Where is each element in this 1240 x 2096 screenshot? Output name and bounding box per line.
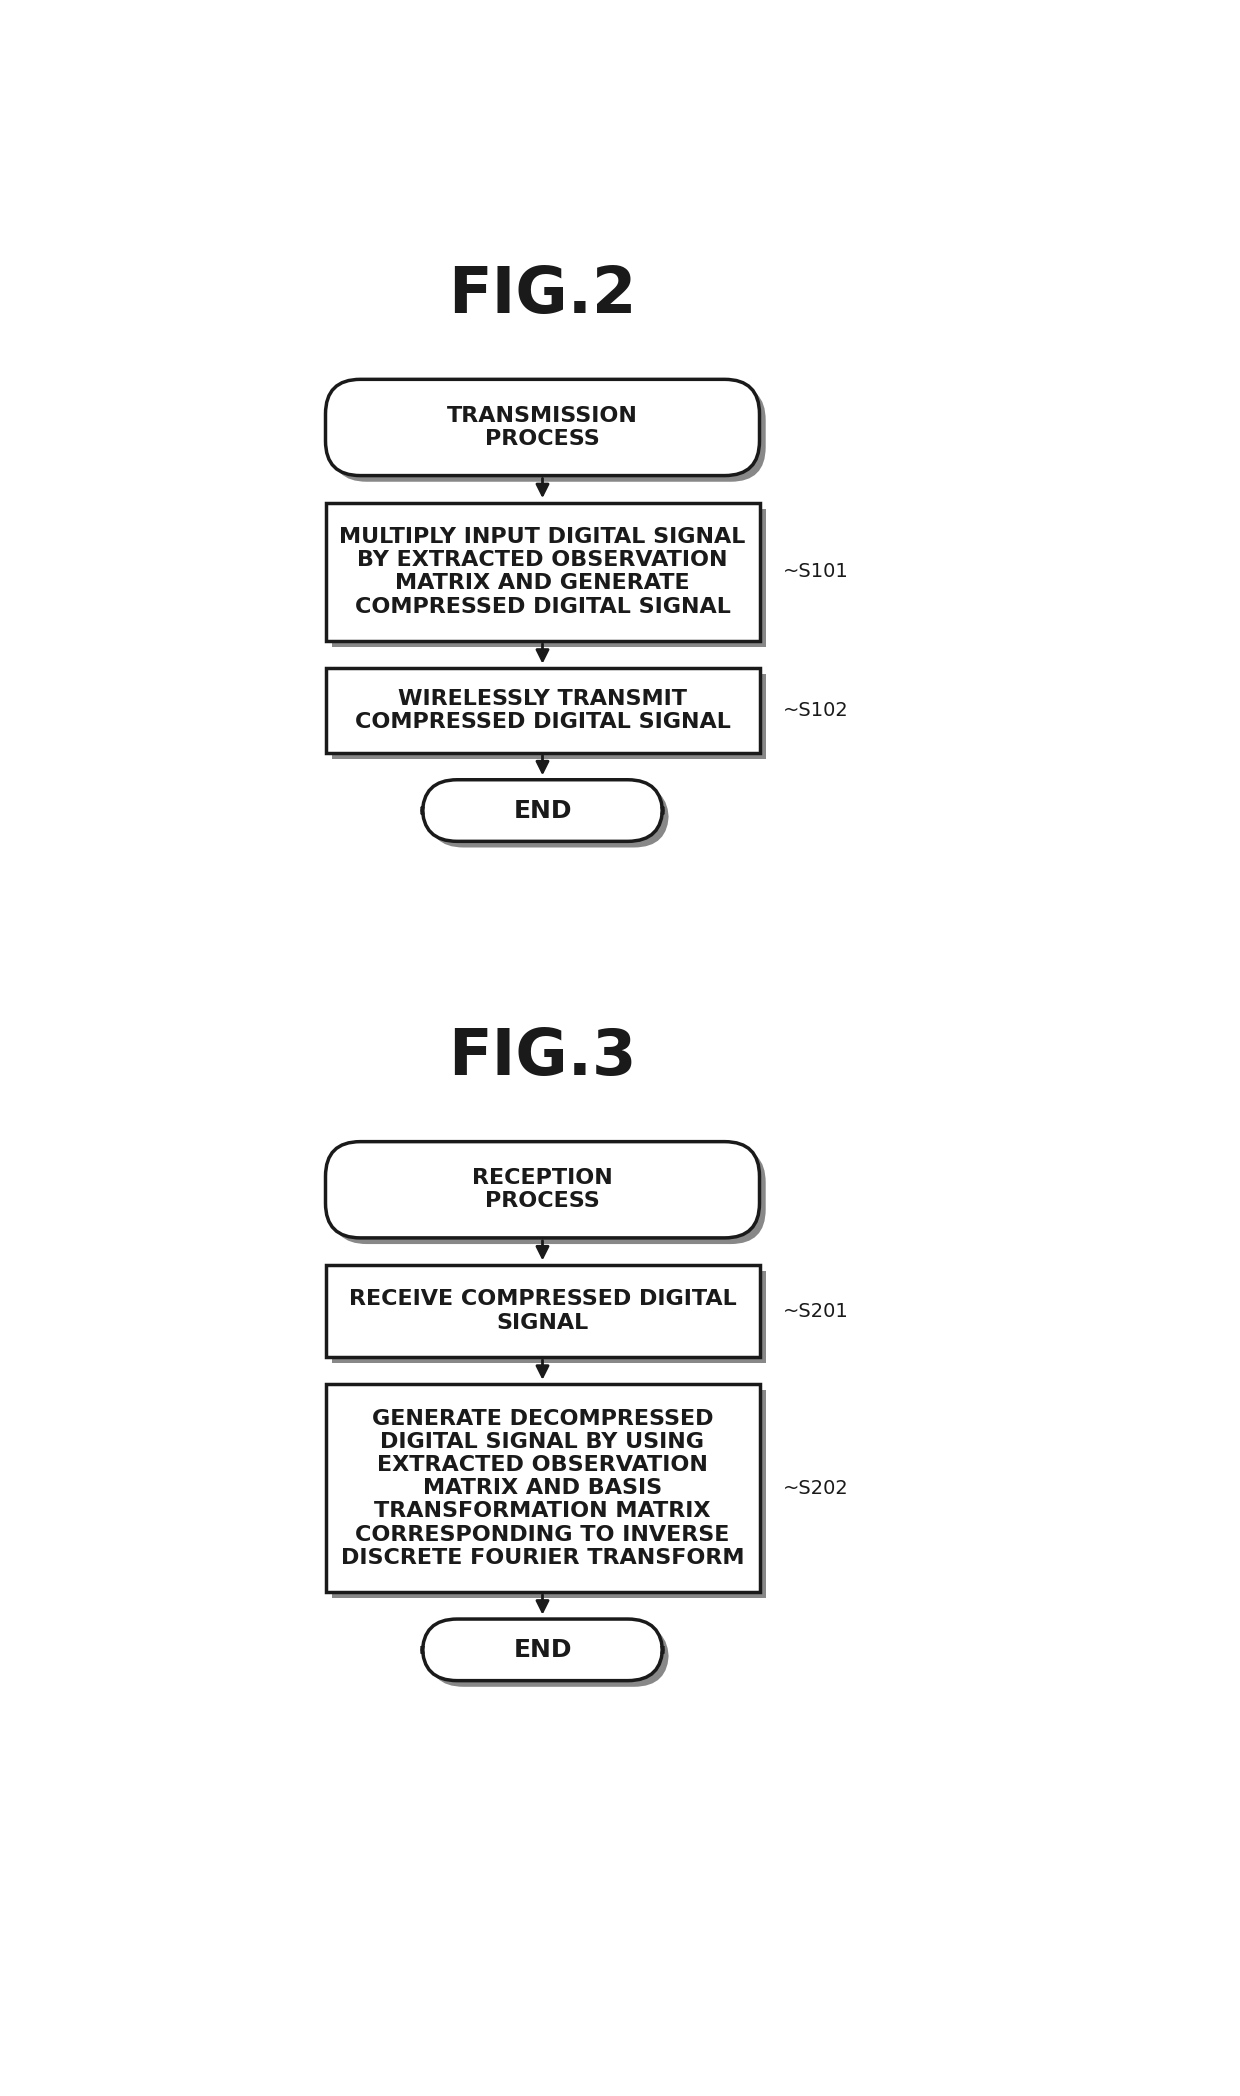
FancyBboxPatch shape [332, 1270, 766, 1362]
FancyBboxPatch shape [332, 509, 766, 648]
FancyBboxPatch shape [325, 669, 759, 752]
FancyBboxPatch shape [332, 386, 766, 482]
Text: ~S102: ~S102 [782, 700, 848, 719]
FancyBboxPatch shape [332, 1149, 766, 1245]
FancyBboxPatch shape [325, 1383, 759, 1593]
Text: ~S201: ~S201 [782, 1302, 848, 1320]
FancyBboxPatch shape [325, 379, 759, 476]
FancyBboxPatch shape [325, 1142, 759, 1239]
Text: RECEPTION
PROCESS: RECEPTION PROCESS [472, 1167, 613, 1211]
FancyBboxPatch shape [423, 780, 662, 840]
FancyBboxPatch shape [325, 1264, 759, 1358]
Text: MULTIPLY INPUT DIGITAL SIGNAL
BY EXTRACTED OBSERVATION
MATRIX AND GENERATE
COMPR: MULTIPLY INPUT DIGITAL SIGNAL BY EXTRACT… [340, 526, 745, 616]
Text: FIG.3: FIG.3 [448, 1025, 637, 1088]
FancyBboxPatch shape [332, 1390, 766, 1599]
Text: TRANSMISSION
PROCESS: TRANSMISSION PROCESS [448, 407, 637, 449]
Text: END: END [513, 799, 572, 822]
FancyBboxPatch shape [429, 1624, 668, 1687]
Text: WIRELESSLY TRANSMIT
COMPRESSED DIGITAL SIGNAL: WIRELESSLY TRANSMIT COMPRESSED DIGITAL S… [355, 690, 730, 732]
FancyBboxPatch shape [423, 1618, 662, 1681]
FancyBboxPatch shape [429, 786, 668, 847]
Text: ~S101: ~S101 [782, 562, 848, 581]
Text: ~S202: ~S202 [782, 1478, 848, 1499]
Text: GENERATE DECOMPRESSED
DIGITAL SIGNAL BY USING
EXTRACTED OBSERVATION
MATRIX AND B: GENERATE DECOMPRESSED DIGITAL SIGNAL BY … [341, 1409, 744, 1568]
Text: END: END [513, 1637, 572, 1662]
Text: RECEIVE COMPRESSED DIGITAL
SIGNAL: RECEIVE COMPRESSED DIGITAL SIGNAL [348, 1289, 737, 1333]
FancyBboxPatch shape [332, 675, 766, 759]
Text: FIG.2: FIG.2 [449, 264, 636, 325]
FancyBboxPatch shape [325, 503, 759, 641]
